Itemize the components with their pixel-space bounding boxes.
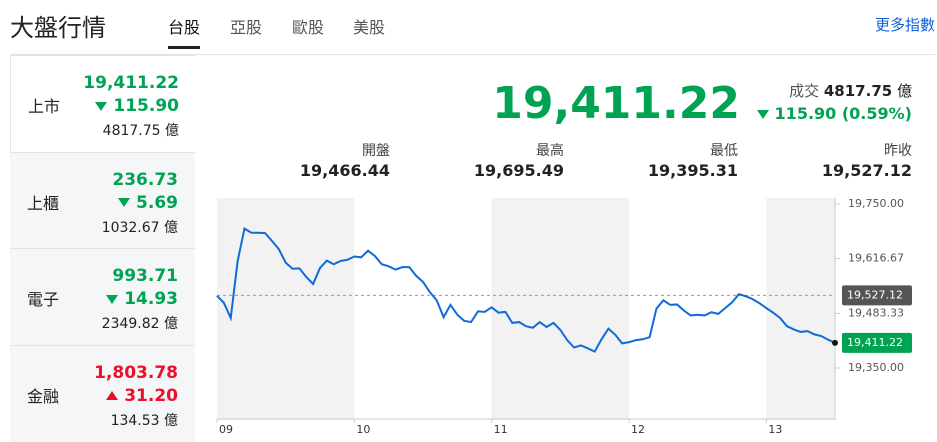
market-change: 115.90 xyxy=(95,96,179,116)
market-volume: 1032.67 億 xyxy=(101,219,178,236)
reference-label: 19,527.12 xyxy=(847,288,903,301)
more-link[interactable]: 更多指數 xyxy=(874,16,935,34)
y-tick-label: 19,350.00 xyxy=(848,361,904,374)
index-change: 115.90 (0.59%) xyxy=(756,104,912,123)
time-band xyxy=(217,198,355,420)
last-label: 19,411.22 xyxy=(847,336,903,349)
market-name: 金融 xyxy=(27,386,60,406)
x-tick-label: 12 xyxy=(631,423,645,436)
index-price: 19,411.22 xyxy=(492,78,740,129)
market-name: 電子 xyxy=(27,290,60,309)
market-price: 993.71 xyxy=(112,266,178,286)
market-price: 1,803.78 xyxy=(94,362,178,383)
market-change: 31.20 xyxy=(106,386,178,406)
volume-unit: 億 xyxy=(896,82,912,100)
y-tick-label: 19,616.67 xyxy=(848,252,904,265)
market-row[interactable]: 上市 19,411.22 115.90 4817.75 億 xyxy=(10,55,196,152)
market-volume: 4817.75 億 xyxy=(102,123,179,139)
change-value: 5.69 xyxy=(136,192,178,213)
last-box xyxy=(842,332,912,353)
market-row[interactable]: 金融 1,803.78 31.20 134.53 億 xyxy=(10,344,195,442)
time-band xyxy=(766,198,835,420)
x-tick-label: 11 xyxy=(494,423,508,436)
chart: 09 10 11 12 13 19,750.00 19,616.67 19,483.33 19,… xyxy=(216,197,912,436)
price-line xyxy=(216,227,836,353)
x-tick-label: 13 xyxy=(768,423,782,436)
market-change: 14.93 xyxy=(106,289,178,309)
y-tick-label: 19,483.33 xyxy=(848,306,904,319)
market-price: 19,411.22 xyxy=(83,73,179,93)
tab[interactable]: 歐股 xyxy=(292,18,325,37)
arrow xyxy=(106,391,119,400)
arrow xyxy=(106,294,119,304)
x-tick-label: 10 xyxy=(356,423,370,436)
change-text: 115.90 (0.59%) xyxy=(774,104,912,123)
volume-value: 4817.75 xyxy=(823,82,893,100)
market-row[interactable]: 電子 993.71 14.93 2349.82 億 xyxy=(10,248,195,345)
stat-label: 開盤 xyxy=(362,143,390,159)
reference-box xyxy=(842,285,912,306)
arrow xyxy=(95,101,108,111)
stat-value: 19,395.31 xyxy=(647,161,738,180)
stat-value: 19,466.44 xyxy=(299,161,390,180)
time-band xyxy=(354,198,492,420)
stat-value: 19,527.12 xyxy=(821,161,912,180)
stat-value: 19,695.49 xyxy=(473,161,564,180)
tab[interactable]: 台股 xyxy=(168,14,201,49)
market-row[interactable]: 上櫃 236.73 5.69 1032.67 億 xyxy=(10,151,195,249)
market-price: 236.73 xyxy=(112,169,178,190)
arrow xyxy=(118,198,131,207)
y-tick-label: 19,750.00 xyxy=(848,197,904,210)
volume-label: 成交 xyxy=(789,82,820,100)
change-value: 14.93 xyxy=(124,289,178,309)
time-band xyxy=(629,198,767,420)
market-change: 5.69 xyxy=(118,193,178,213)
stat-label: 昨收 xyxy=(884,143,912,159)
divider xyxy=(10,54,935,55)
tab[interactable]: 亞股 xyxy=(230,18,263,37)
x-tick-label: 09 xyxy=(219,423,233,436)
stat-label: 最低 xyxy=(710,143,738,159)
title: 大盤行情 xyxy=(10,14,106,42)
market-volume: 2349.82 億 xyxy=(101,316,178,332)
time-band xyxy=(491,198,629,420)
market-name: 上櫃 xyxy=(27,193,60,213)
market-volume: 134.53 億 xyxy=(110,412,178,429)
market-name: 上市 xyxy=(28,97,61,116)
change-value: 115.90 xyxy=(113,96,179,116)
last-point xyxy=(832,339,838,346)
trade-volume: 成交 4817.75 億 xyxy=(789,80,912,101)
stat-label: 最高 xyxy=(536,143,564,159)
change-value: 31.20 xyxy=(124,385,178,406)
tab[interactable]: 美股 xyxy=(353,18,386,37)
down-arrow xyxy=(756,110,769,119)
